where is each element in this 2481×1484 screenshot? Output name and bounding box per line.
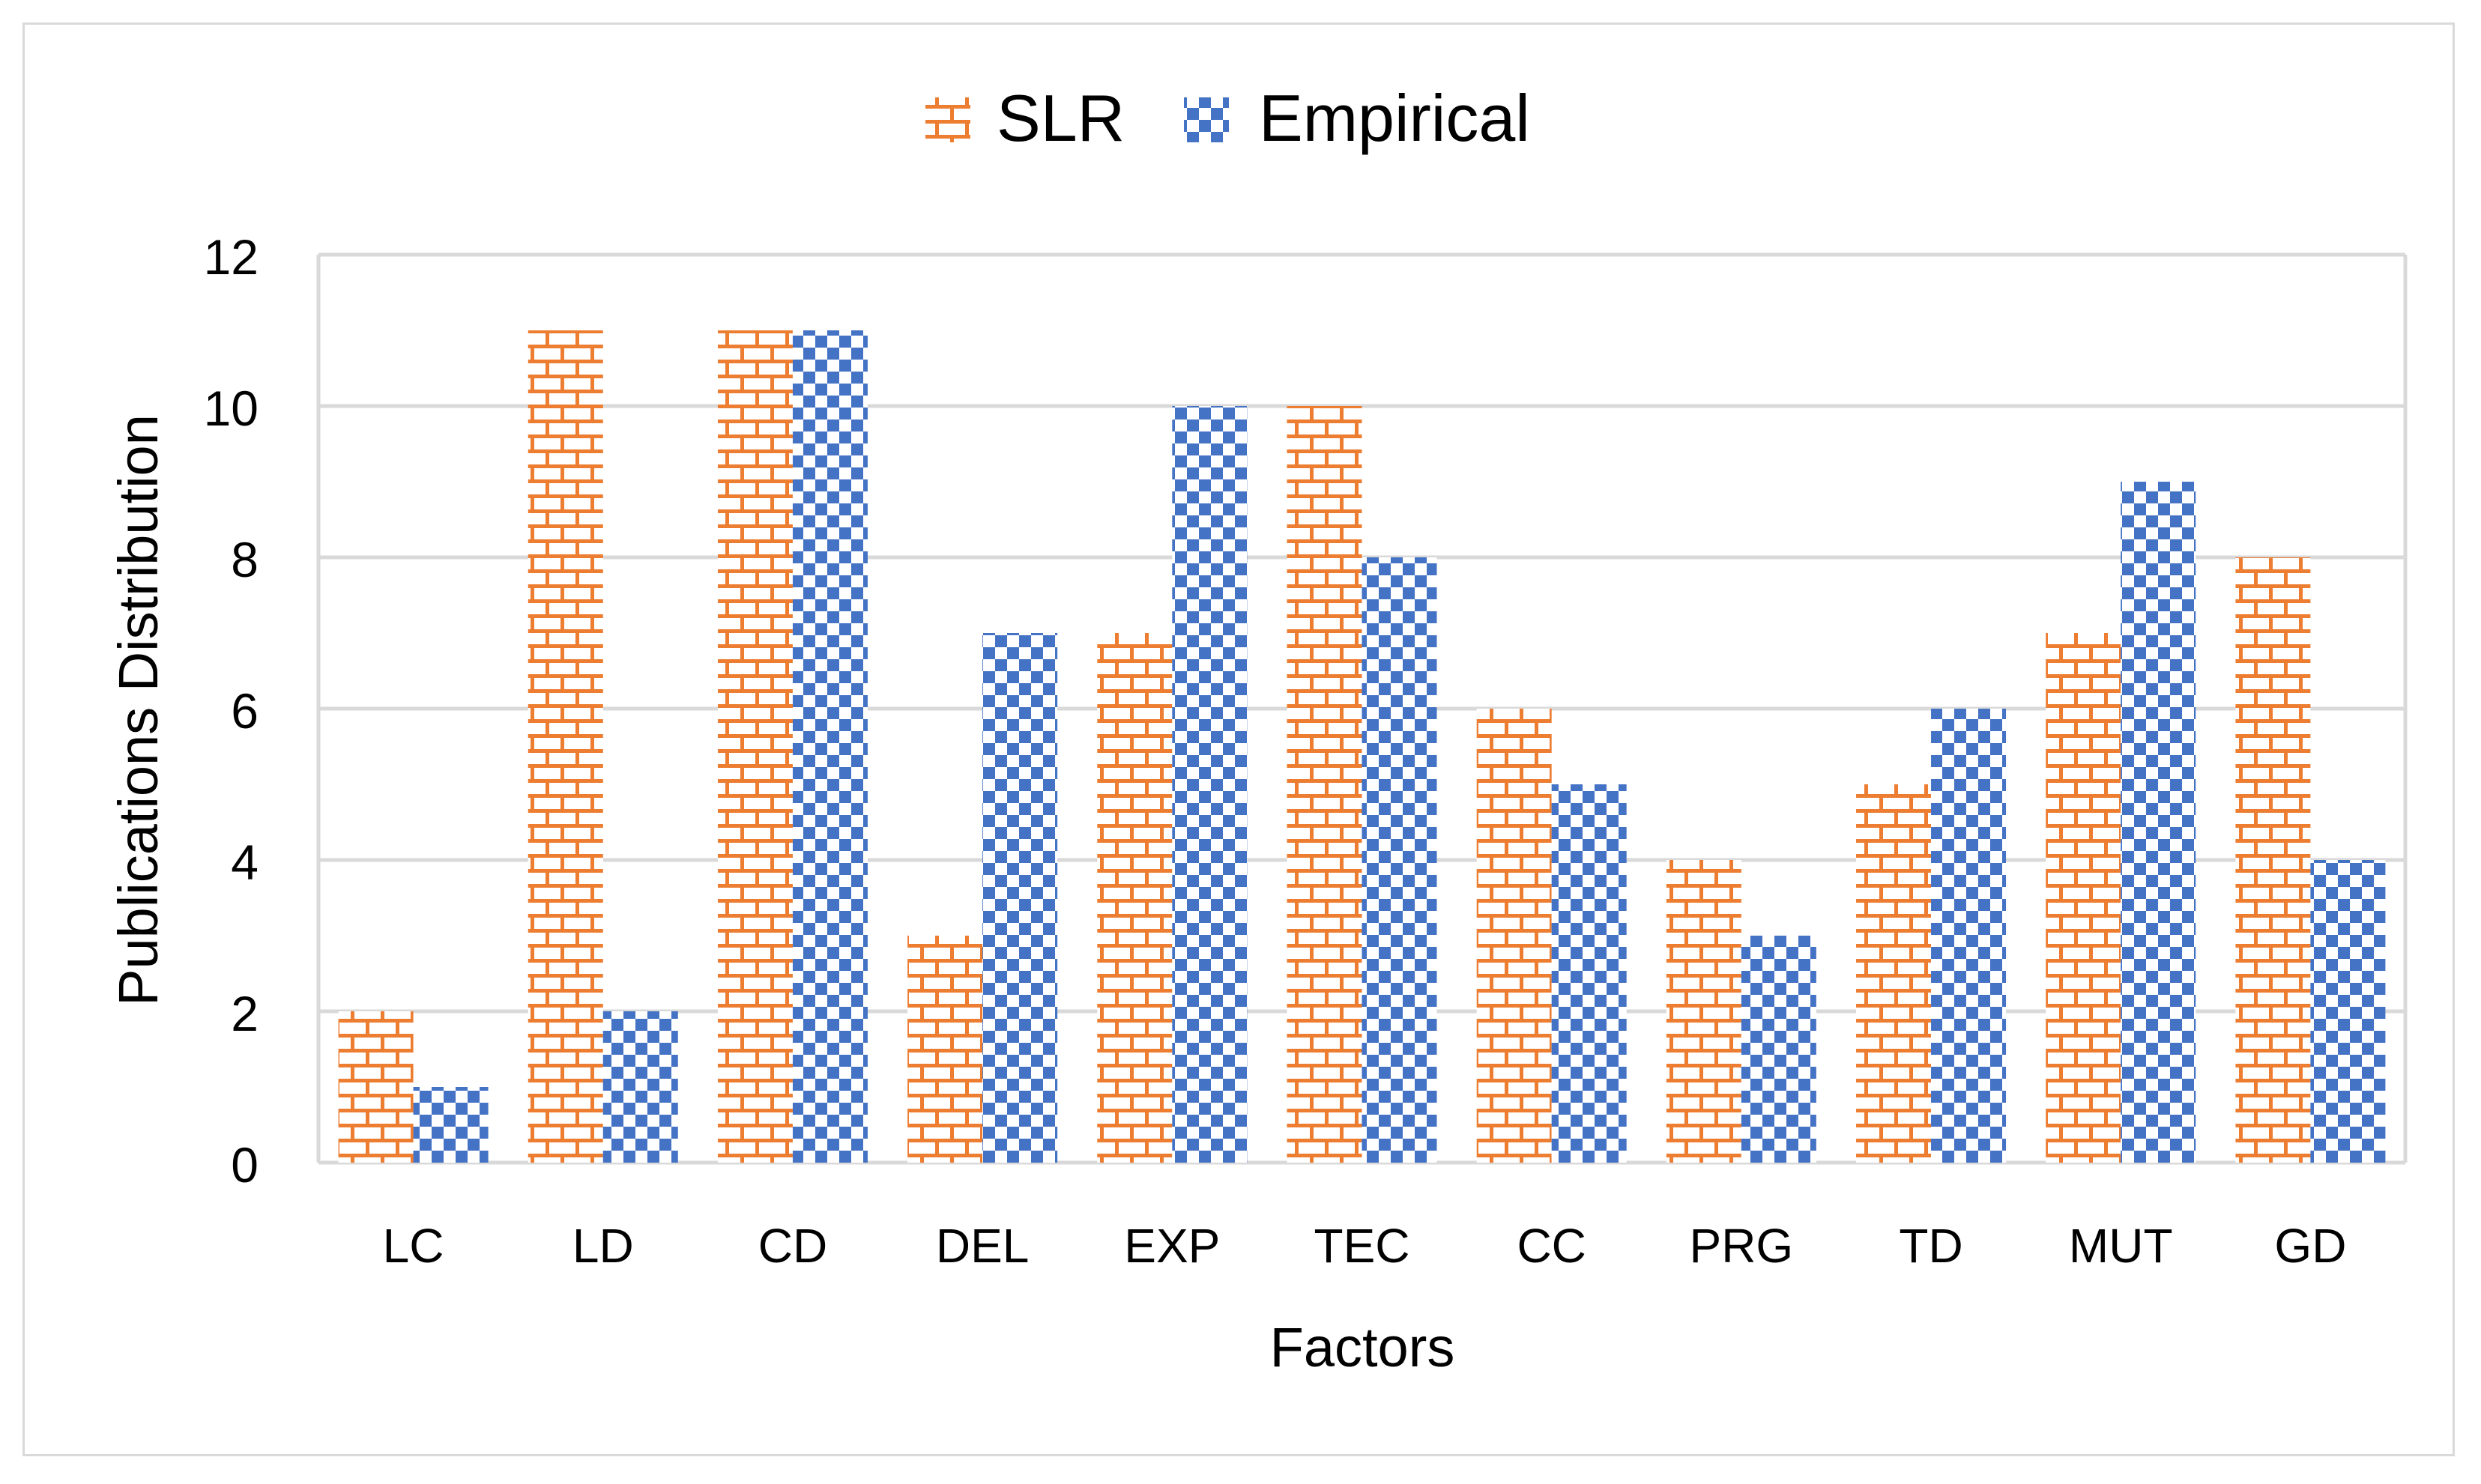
bar-slr-gd bbox=[2235, 557, 2311, 1163]
bar-empirical-mut bbox=[2121, 482, 2196, 1163]
legend: SLR Empirical bbox=[925, 81, 1530, 155]
x-tick-label: CC bbox=[1517, 1219, 1586, 1273]
x-tick-label: LD bbox=[572, 1219, 634, 1273]
bar-empirical-cc bbox=[1551, 784, 1627, 1163]
y-tick-labels: 0 2 4 6 8 10 12 bbox=[204, 229, 259, 1193]
bar-slr-ld bbox=[528, 330, 603, 1163]
bar-empirical-prg bbox=[1741, 936, 1816, 1163]
y-tick-label: 2 bbox=[231, 986, 259, 1041]
legend-label-slr: SLR bbox=[997, 81, 1125, 155]
legend-swatch-empirical bbox=[1184, 97, 1229, 142]
bar-slr-cc bbox=[1476, 709, 1552, 1163]
legend-label-empirical: Empirical bbox=[1259, 81, 1530, 155]
bar-slr-cd bbox=[717, 330, 793, 1163]
bar-slr-mut bbox=[2046, 633, 2121, 1163]
x-tick-labels: LC LD CD DEL EXP TEC CC PRG TD MUT GD bbox=[383, 1219, 2347, 1273]
bar-empirical-exp bbox=[1172, 406, 1248, 1163]
bar-slr-del bbox=[907, 936, 983, 1163]
bar-empirical-gd bbox=[2310, 860, 2386, 1163]
y-tick-label: 8 bbox=[231, 532, 259, 587]
bar-slr-td bbox=[1856, 784, 1932, 1163]
bar-empirical-ld bbox=[602, 1011, 678, 1163]
x-tick-label: TEC bbox=[1314, 1219, 1410, 1273]
x-tick-label: LC bbox=[383, 1219, 444, 1273]
y-axis-label: Publications Distribution bbox=[107, 414, 169, 1006]
x-axis-label: Factors bbox=[1270, 1316, 1455, 1378]
bar-slr-lc bbox=[338, 1011, 414, 1163]
bar-empirical-lc bbox=[413, 1087, 489, 1163]
bar-slr-exp bbox=[1097, 633, 1173, 1163]
bar-slr-tec bbox=[1287, 406, 1362, 1163]
x-tick-label: TD bbox=[1899, 1219, 1962, 1273]
bar-empirical-cd bbox=[792, 330, 868, 1163]
y-tick-label: 0 bbox=[231, 1137, 259, 1193]
y-tick-label: 12 bbox=[204, 229, 259, 285]
x-tick-label: EXP bbox=[1124, 1219, 1220, 1273]
bar-slr-prg bbox=[1666, 860, 1741, 1163]
x-tick-label: MUT bbox=[2069, 1219, 2173, 1273]
y-tick-label: 4 bbox=[231, 835, 259, 890]
bars bbox=[338, 330, 2386, 1163]
x-tick-label: DEL bbox=[936, 1219, 1030, 1273]
legend-swatch-slr bbox=[925, 97, 970, 142]
x-tick-label: CD bbox=[758, 1219, 827, 1273]
y-tick-label: 10 bbox=[204, 381, 259, 436]
x-tick-label: GD bbox=[2274, 1219, 2346, 1273]
bar-empirical-tec bbox=[1362, 557, 1437, 1163]
bar-empirical-del bbox=[982, 633, 1058, 1163]
bar-empirical-td bbox=[1931, 709, 2007, 1163]
x-tick-label: PRG bbox=[1690, 1219, 1794, 1273]
y-tick-label: 6 bbox=[231, 683, 259, 739]
